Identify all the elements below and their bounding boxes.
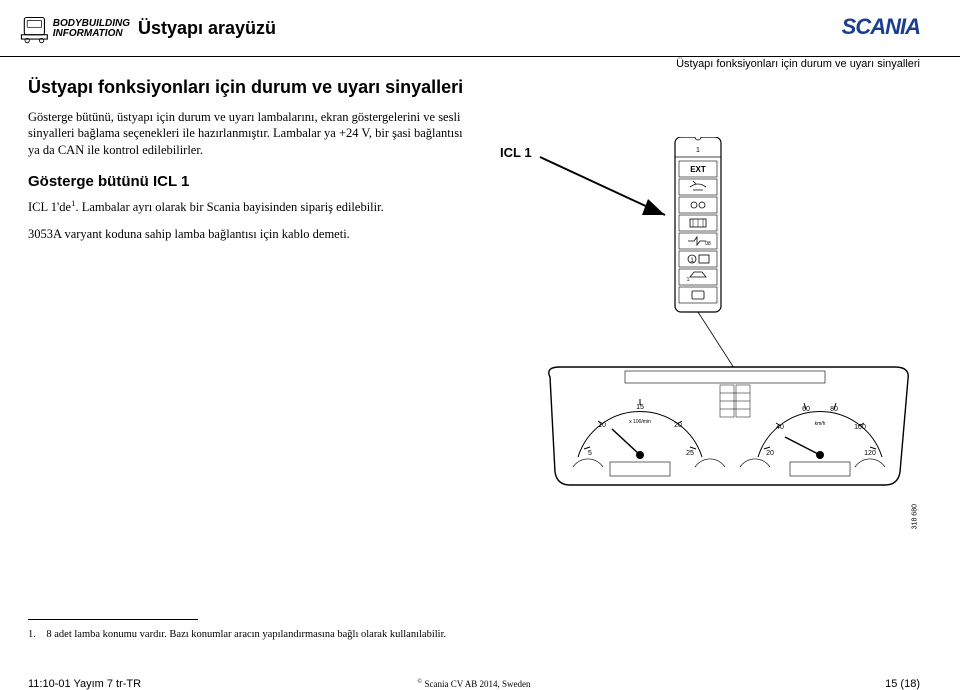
strip-number: 1 xyxy=(696,147,700,154)
spd-120: 120 xyxy=(864,450,876,457)
spd-60: 60 xyxy=(802,406,810,413)
indicator-strip: 1 EXT 08 1 1 xyxy=(675,137,745,385)
truck-icon xyxy=(20,10,49,48)
logo-text-2: INFORMATION xyxy=(53,29,130,39)
para2-pre: ICL 1'de xyxy=(28,200,71,214)
paragraph-1: Gösterge bütünü, üstyapı için durum ve u… xyxy=(28,109,468,160)
heading-2: Gösterge bütünü ICL 1 xyxy=(28,173,468,190)
svg-text:08: 08 xyxy=(705,241,711,247)
footnote: 1. 8 adet lamba konumu vardır. Bazı konu… xyxy=(28,629,446,640)
tach-15: 15 xyxy=(636,404,644,411)
para2-post: . Lambalar ayrı olarak bir Scania bayisi… xyxy=(75,200,383,214)
image-reference-number: 318 680 xyxy=(911,504,918,529)
ext-label: EXT xyxy=(690,165,706,174)
paragraph-3: 3053A varyant koduna sahip lamba bağlant… xyxy=(28,226,468,243)
footer-center: © Scania CV AB 2014, Sweden xyxy=(28,678,920,689)
spd-20: 20 xyxy=(766,450,774,457)
footnote-rule xyxy=(28,619,198,620)
footer-right: 15 (18) xyxy=(885,678,920,690)
callout-arrow xyxy=(540,157,665,215)
content-area: Üstyapı fonksiyonları için durum ve uyar… xyxy=(0,57,960,243)
scania-logo: SCANIA xyxy=(842,14,920,40)
instrument-cluster-diagram: 1 EXT 08 1 1 xyxy=(500,137,920,517)
svg-text:1: 1 xyxy=(687,277,690,283)
paragraph-2: ICL 1'de1. Lambalar ayrı olarak bir Scan… xyxy=(28,198,468,216)
page-title: Üstyapı arayüzü xyxy=(138,18,276,39)
footnote-text: 8 adet lamba konumu vardır. Bazı konumla… xyxy=(46,629,446,640)
footer-center-text: Scania CV AB 2014, Sweden xyxy=(422,679,530,689)
cluster-body: 5 10 15 20 25 x 100/min xyxy=(549,367,908,485)
tach-unit: x 100/min xyxy=(629,419,651,425)
text-column: Üstyapı fonksiyonları için durum ve uyar… xyxy=(28,77,468,243)
bodybuilding-logo: BODYBUILDING INFORMATION xyxy=(20,10,130,48)
footnote-num: 1. xyxy=(28,629,36,640)
page-header: BODYBUILDING INFORMATION Üstyapı arayüzü… xyxy=(0,0,960,57)
tach-25: 25 xyxy=(686,450,694,457)
heading-1: Üstyapı fonksiyonları için durum ve uyar… xyxy=(28,77,468,99)
spd-unit: km/h xyxy=(815,421,826,427)
tach-5: 5 xyxy=(588,450,592,457)
spd-80: 80 xyxy=(830,406,838,413)
